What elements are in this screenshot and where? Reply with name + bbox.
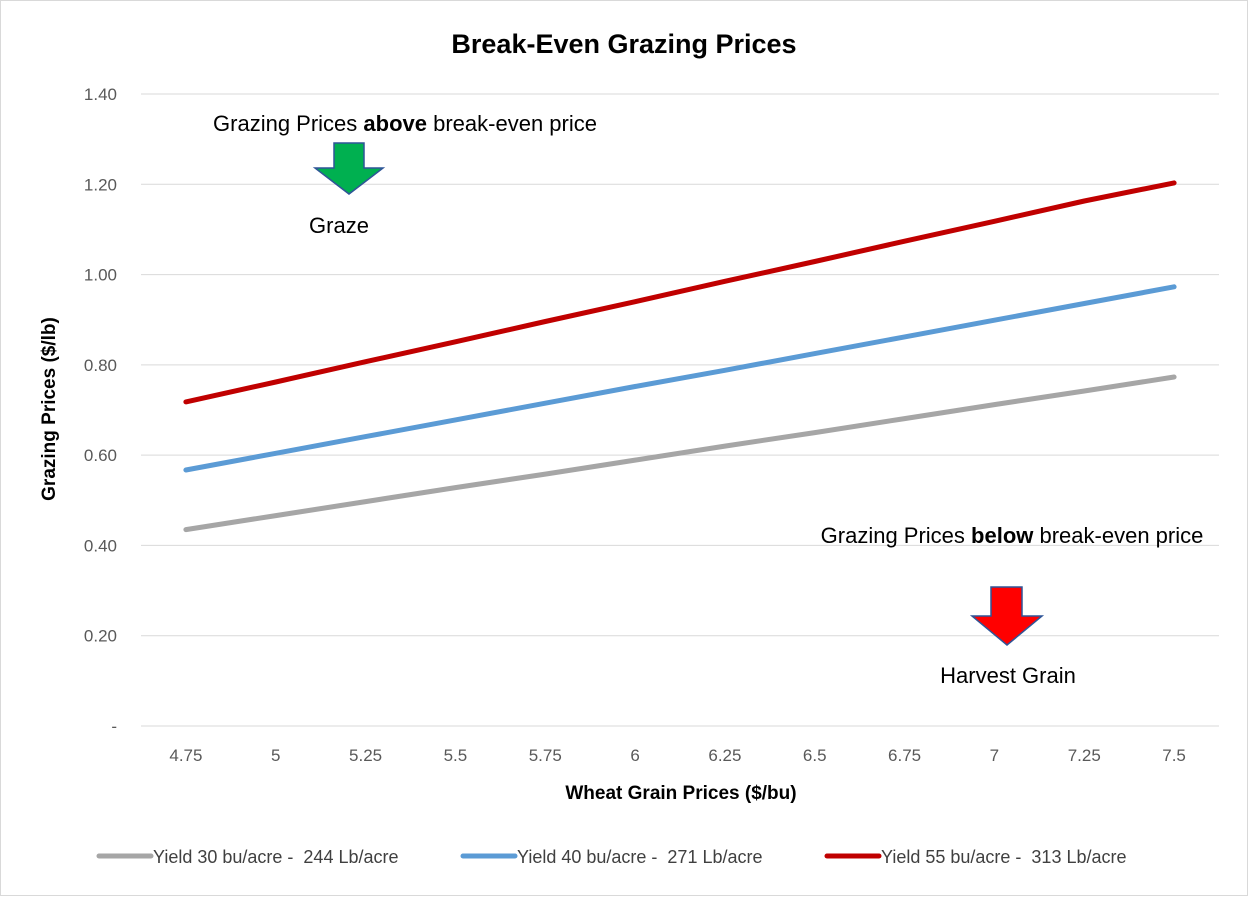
legend: Yield 30 bu/acre - 244 Lb/acre Yield 40 b… [96,847,1127,867]
x-axis-ticks: 4.75 5 5.25 5.5 5.75 6 6.25 6.5 6.75 7 7.25 7.5 [169,746,1186,765]
above-annotation: Grazing Prices above break-even price [213,111,597,136]
harvest-grain-label: Harvest Grain [940,663,1076,688]
down-arrow-icon [312,142,386,195]
y-tick-label: 0.20 [84,627,117,646]
x-tick-label: 5.75 [529,746,562,765]
y-tick-label: 0.80 [84,356,117,375]
series-lines [183,180,1177,533]
x-tick-label: 6.5 [803,746,827,765]
y-tick-label: 1.20 [84,175,117,194]
x-tick-label: 6.25 [708,746,741,765]
series-line-1 [183,374,1177,533]
y-tick-label: 0.60 [84,446,117,465]
x-tick-label: 5 [271,746,280,765]
x-tick-label: 7.5 [1162,746,1186,765]
y-tick-label: 1.40 [84,85,117,104]
series-line-3 [183,180,1177,405]
x-tick-label: 7 [990,746,999,765]
legend-label: Yield 40 bu/acre - 271 Lb/acre [517,847,763,867]
y-tick-label: 0.40 [84,536,117,555]
x-tick-label: 4.75 [169,746,202,765]
x-tick-label: 6 [630,746,639,765]
x-tick-label: 5.25 [349,746,382,765]
legend-label: Yield 30 bu/acre - 244 Lb/acre [153,847,399,867]
below-annotation: Grazing Prices below break-even price [821,523,1204,548]
series-line-2 [183,284,1177,473]
y-tick-label: 1.00 [84,266,117,285]
chart-title: Break-Even Grazing Prices [451,29,796,59]
graze-label: Graze [309,213,369,238]
y-axis-ticks: - 0.20 0.40 0.60 0.80 1.00 1.20 1.40 [84,85,117,736]
gridlines [141,93,1219,727]
y-axis-title: Grazing Prices ($/lb) [39,317,60,501]
y-tick-label: - [111,717,117,736]
x-tick-label: 7.25 [1068,746,1101,765]
x-axis-title: Wheat Grain Prices ($/bu) [565,783,796,804]
legend-label: Yield 55 bu/acre - 313 Lb/acre [881,847,1127,867]
x-tick-label: 5.5 [444,746,468,765]
down-arrow-icon [969,586,1045,646]
x-tick-label: 6.75 [888,746,921,765]
